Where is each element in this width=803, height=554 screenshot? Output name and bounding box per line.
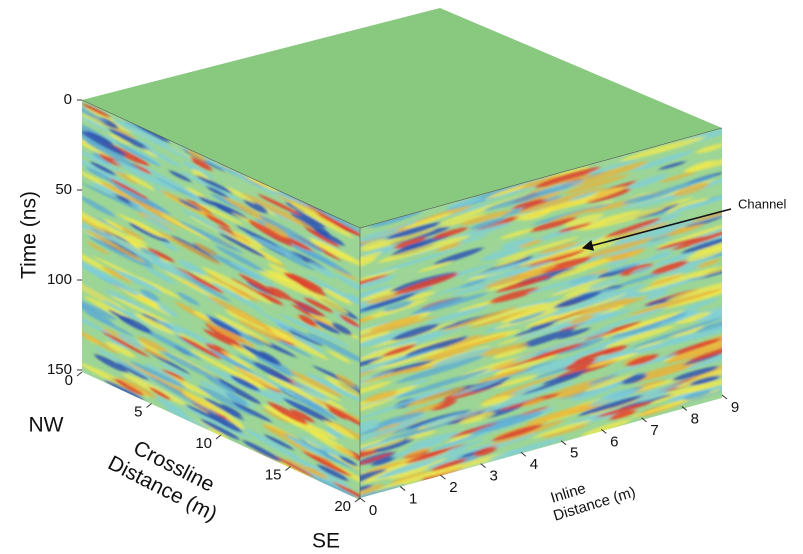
z-tick-label: 20 (334, 498, 351, 515)
inline-axis-title: Inline Distance (m) (546, 466, 638, 524)
page: Time (ns) NW SE Crossline Distance (m) I… (0, 0, 803, 554)
x-tick (360, 498, 365, 502)
x-tick-label: 2 (449, 479, 457, 496)
x-tick-label: 8 (691, 410, 699, 427)
x-tick-label: 1 (409, 491, 417, 508)
x-tick (400, 487, 405, 491)
z-tick (286, 467, 291, 471)
figure: Time (ns) NW SE Crossline Distance (m) I… (0, 0, 803, 554)
x-tick-label: 3 (489, 468, 497, 485)
y-tick-label: 100 (47, 271, 72, 288)
x-tick-label: 7 (650, 422, 658, 439)
time-axis-title: Time (ns) (18, 191, 41, 279)
z-tick-label: 15 (265, 466, 282, 483)
z-tick (216, 435, 221, 439)
x-tick-label: 0 (369, 502, 377, 519)
nw-label: NW (29, 414, 64, 437)
x-tick (481, 464, 486, 468)
z-tick-label: 5 (134, 403, 142, 420)
x-tick-label: 5 (570, 445, 578, 462)
z-tick (147, 404, 152, 408)
x-tick (722, 395, 727, 399)
y-tick-label: 0 (64, 91, 72, 108)
annotation: Channel (738, 196, 787, 211)
z-tick (77, 372, 82, 376)
crossline-axis-title: Crossline Distance (m) (104, 429, 232, 526)
z-tick-label: 10 (195, 435, 212, 452)
x-tick (440, 475, 445, 479)
y-tick-label: 50 (55, 181, 72, 198)
x-tick-label: 9 (731, 399, 739, 416)
z-tick-label: 0 (65, 372, 73, 389)
se-label: SE (312, 530, 340, 553)
x-tick-label: 4 (530, 456, 538, 473)
x-tick-label: 6 (610, 433, 618, 450)
